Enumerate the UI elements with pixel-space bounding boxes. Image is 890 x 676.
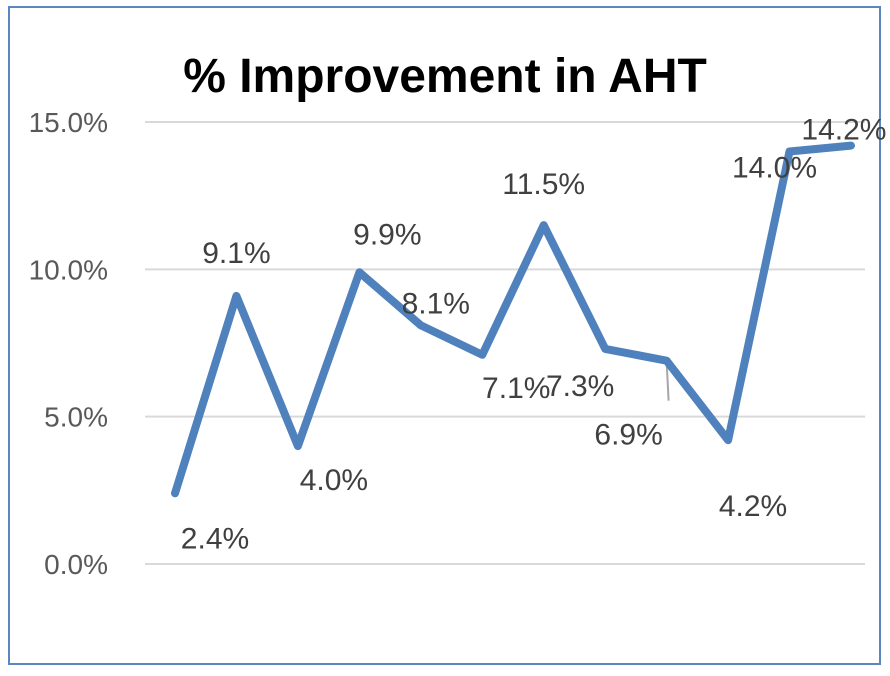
- data-label: 7.3%: [546, 370, 614, 403]
- data-label: 4.0%: [300, 464, 368, 497]
- data-label: 9.1%: [202, 237, 270, 270]
- y-axis-ticks: 0.0% 5.0% 10.0% 15.0%: [29, 107, 108, 580]
- data-label: 2.4%: [181, 522, 249, 555]
- data-label: 11.5%: [502, 168, 585, 201]
- data-point: [787, 149, 792, 154]
- data-point: [357, 270, 362, 275]
- data-label: 9.9%: [353, 218, 421, 251]
- data-label: 4.2%: [719, 490, 787, 523]
- series-line: [171, 141, 855, 498]
- data-point: [848, 143, 853, 148]
- data-point: [234, 293, 239, 298]
- data-point: [480, 352, 485, 357]
- data-point: [603, 346, 608, 351]
- y-tick-label: 15.0%: [29, 107, 108, 138]
- gridlines: [145, 121, 865, 565]
- data-label: 8.1%: [402, 287, 470, 320]
- data-point: [295, 444, 300, 449]
- data-label: 6.9%: [594, 419, 662, 452]
- data-point: [173, 491, 177, 496]
- series-layer: [171, 141, 855, 498]
- data-point: [541, 223, 546, 228]
- data-point: [664, 358, 669, 363]
- data-point: [726, 438, 731, 443]
- data-label: 7.1%: [482, 372, 550, 405]
- data-point: [418, 323, 423, 328]
- data-label: 14.2%: [801, 114, 886, 147]
- y-tick-label: 5.0%: [44, 402, 108, 433]
- chart-title: % Improvement in AHT: [183, 50, 707, 103]
- data-label: 14.0%: [732, 151, 817, 184]
- y-tick-label: 10.0%: [29, 254, 108, 285]
- data-labels: 2.4% 9.1% 4.0% 9.9% 8.1% 7.1% 11.5% 7.3% 6.9% 4.2…: [181, 114, 887, 556]
- y-tick-label: 0.0%: [44, 549, 108, 580]
